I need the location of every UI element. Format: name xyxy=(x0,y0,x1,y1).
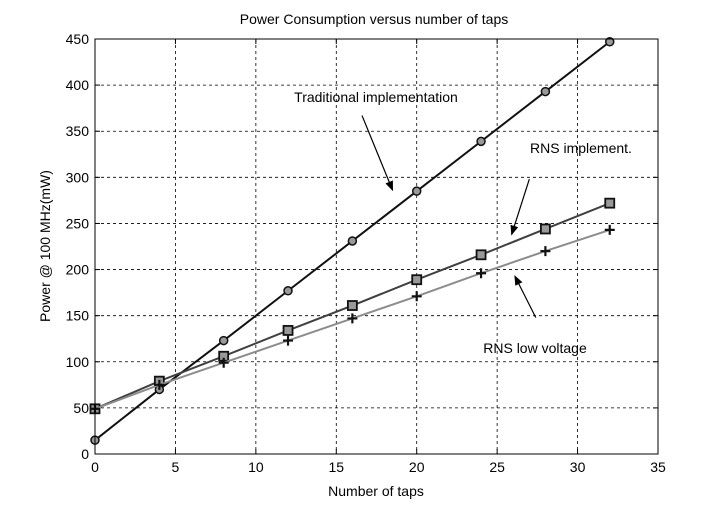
y-tick-label: 300 xyxy=(66,169,90,185)
data-point-square xyxy=(282,325,294,336)
y-tick-label: 50 xyxy=(73,400,89,416)
data-point-plus xyxy=(476,268,487,279)
data-point-square xyxy=(346,300,358,311)
data-point-square xyxy=(604,197,616,209)
data-point-circle xyxy=(218,335,229,346)
x-tick-label: 10 xyxy=(248,459,264,475)
x-tick-label: 20 xyxy=(409,459,425,475)
data-point-plus xyxy=(218,357,229,368)
annotation-label: RNS implement. xyxy=(530,140,632,156)
data-point-plus xyxy=(411,291,422,302)
plot-area xyxy=(95,39,658,454)
data-point-plus xyxy=(283,335,294,346)
y-tick-label: 450 xyxy=(66,31,90,47)
data-point-circle xyxy=(540,86,551,97)
gridlines xyxy=(95,39,658,454)
data-point-circle xyxy=(347,236,358,246)
data-point-circle xyxy=(604,37,615,47)
data-series xyxy=(89,37,616,445)
data-point-square xyxy=(411,274,423,286)
annotation-label: Traditional implementation xyxy=(294,89,458,105)
plot-frame xyxy=(94,38,659,455)
annotations: Traditional implementation RNS implement.… xyxy=(294,89,632,356)
data-point-plus xyxy=(347,313,358,324)
chart-title: Power Consumption versus number of taps xyxy=(240,11,508,27)
x-tick-label: 0 xyxy=(91,459,99,475)
data-point-square xyxy=(540,223,551,235)
x-tick-label: 30 xyxy=(570,459,586,475)
y-tick-label: 400 xyxy=(66,77,90,93)
series-rns_low xyxy=(90,224,615,414)
y-tick-label: 250 xyxy=(66,215,90,231)
axis-ticks: 0 5 10 15 20 25 30 3505010015020025030035040045… xyxy=(66,31,666,475)
data-point-plus xyxy=(540,246,551,257)
y-tick-label: 350 xyxy=(66,123,90,139)
data-point-plus xyxy=(604,224,615,235)
annotation-arrow xyxy=(514,275,537,318)
annotation-label: RNS low voltage xyxy=(483,340,587,356)
data-point-circle xyxy=(411,186,422,196)
data-point-square xyxy=(475,249,487,261)
x-tick-label: 25 xyxy=(489,459,505,475)
x-tick-label: 35 xyxy=(650,459,666,475)
y-axis-label: Power @ 100 MHz(mW) xyxy=(37,170,53,322)
annotation-arrow xyxy=(361,115,394,192)
y-tick-label: 100 xyxy=(66,354,90,370)
data-point-plus xyxy=(154,379,165,390)
y-tick-label: 200 xyxy=(66,262,90,278)
y-tick-label: 150 xyxy=(66,308,90,324)
x-tick-label: 15 xyxy=(328,459,344,475)
data-point-circle xyxy=(283,286,293,296)
annotation-arrow xyxy=(510,178,530,236)
x-tick-label: 5 xyxy=(172,459,180,475)
data-point-circle xyxy=(476,136,486,147)
x-axis-label: Number of taps xyxy=(328,483,424,499)
y-tick-label: 0 xyxy=(81,446,89,462)
